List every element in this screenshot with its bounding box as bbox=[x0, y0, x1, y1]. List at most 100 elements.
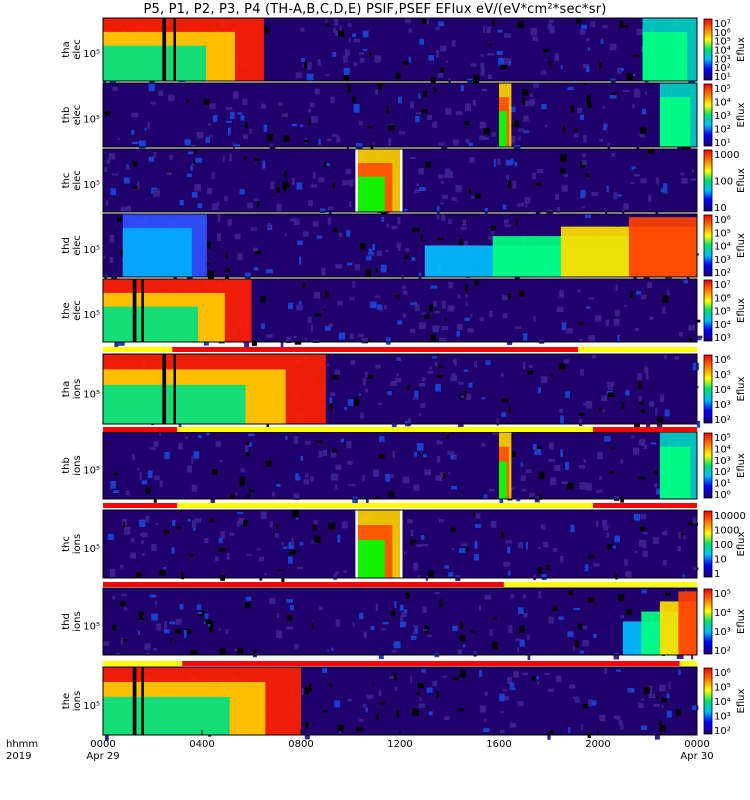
noise-cell bbox=[507, 293, 511, 300]
colorbar-label: 10⁶ bbox=[714, 215, 731, 226]
noise-cell bbox=[352, 622, 355, 627]
noise-cell bbox=[507, 677, 512, 684]
noise-cell bbox=[415, 112, 422, 115]
noise-cell bbox=[459, 239, 463, 246]
noise-cell bbox=[331, 374, 339, 380]
noise-cell bbox=[398, 245, 401, 251]
noise-cell bbox=[178, 442, 183, 450]
noise-cell bbox=[377, 402, 382, 405]
noise-cell bbox=[111, 275, 117, 280]
colorbar-label: 10² bbox=[714, 415, 731, 426]
noise-cell bbox=[327, 217, 332, 225]
colorbar-label: 10⁴ bbox=[714, 444, 731, 455]
noise-cell bbox=[379, 435, 385, 442]
noise-cell bbox=[510, 136, 516, 144]
noise-cell bbox=[333, 227, 338, 233]
activity-band bbox=[642, 31, 688, 81]
noise-cell bbox=[419, 187, 426, 191]
noise-cell bbox=[349, 201, 352, 208]
noise-cell bbox=[488, 488, 495, 492]
noise-cell bbox=[310, 184, 318, 188]
noise-cell bbox=[251, 340, 257, 346]
noise-cell bbox=[343, 73, 349, 81]
noise-cell bbox=[310, 103, 315, 108]
noise-cell bbox=[607, 392, 615, 397]
panel-ylabel-line2: elec bbox=[72, 300, 83, 321]
noise-cell bbox=[168, 94, 175, 102]
colorbar-label: 10³ bbox=[714, 627, 731, 638]
noise-cell bbox=[329, 683, 332, 687]
noise-cell bbox=[324, 291, 329, 299]
noise-cell bbox=[581, 206, 585, 209]
noise-cell bbox=[245, 596, 252, 601]
noise-cell bbox=[602, 519, 608, 526]
noise-cell bbox=[584, 564, 589, 572]
noise-cell bbox=[459, 669, 466, 678]
time-tick-label: 1600 bbox=[486, 739, 511, 750]
noise-cell bbox=[186, 173, 192, 178]
noise-cell bbox=[453, 139, 459, 146]
noise-cell bbox=[126, 164, 129, 168]
noise-cell bbox=[300, 27, 305, 32]
noise-cell bbox=[112, 596, 116, 600]
noise-cell bbox=[186, 99, 190, 103]
noise-cell bbox=[312, 524, 317, 531]
noise-cell bbox=[293, 335, 297, 339]
noise-cell bbox=[295, 473, 299, 481]
noise-cell bbox=[414, 390, 419, 399]
noise-cell bbox=[641, 108, 647, 115]
noise-cell bbox=[361, 337, 368, 344]
noise-cell bbox=[139, 140, 146, 149]
noise-cell bbox=[520, 475, 526, 481]
noise-cell bbox=[193, 150, 197, 155]
noise-cell bbox=[367, 338, 371, 343]
noise-cell bbox=[443, 472, 446, 479]
noise-cell bbox=[388, 138, 392, 146]
noise-cell bbox=[295, 72, 302, 79]
noise-cell bbox=[294, 341, 302, 345]
noise-cell bbox=[457, 423, 464, 427]
flag-segment bbox=[177, 503, 594, 508]
noise-cell bbox=[462, 219, 467, 226]
noise-cell bbox=[690, 178, 696, 181]
noise-cell bbox=[588, 554, 595, 559]
noise-cell bbox=[141, 480, 148, 485]
noise-cell bbox=[244, 156, 247, 160]
activity-band bbox=[103, 306, 198, 342]
noise-cell bbox=[480, 69, 485, 76]
noise-cell bbox=[579, 339, 583, 342]
noise-cell bbox=[414, 304, 420, 311]
noise-cell bbox=[225, 253, 228, 259]
noise-cell bbox=[400, 621, 406, 628]
noise-cell bbox=[347, 262, 353, 266]
noise-cell bbox=[440, 472, 446, 478]
noise-cell bbox=[496, 418, 499, 426]
noise-cell bbox=[163, 530, 169, 534]
noise-cell bbox=[316, 235, 323, 239]
noise-cell bbox=[250, 227, 257, 231]
activity-band bbox=[103, 45, 206, 81]
noise-cell bbox=[187, 151, 194, 155]
noise-cell bbox=[399, 615, 404, 621]
noise-cell bbox=[587, 47, 590, 51]
noise-cell bbox=[614, 309, 620, 317]
noise-cell bbox=[438, 21, 444, 27]
noise-cell bbox=[266, 422, 270, 429]
noise-cell bbox=[346, 441, 352, 449]
noise-cell bbox=[139, 472, 142, 480]
noise-cell bbox=[537, 567, 543, 574]
noise-cell bbox=[378, 690, 382, 696]
noise-cell bbox=[657, 416, 663, 423]
noise-cell bbox=[514, 161, 518, 167]
noise-cell bbox=[286, 626, 293, 630]
noise-cell bbox=[314, 291, 321, 299]
noise-cell bbox=[193, 451, 200, 459]
noise-cell bbox=[341, 521, 348, 529]
noise-cell bbox=[292, 510, 299, 518]
noise-cell bbox=[353, 62, 358, 67]
panel-ylabel-line1: tha bbox=[61, 381, 72, 397]
colorbar-title: Eflux bbox=[736, 453, 747, 478]
data-gap bbox=[400, 510, 403, 578]
